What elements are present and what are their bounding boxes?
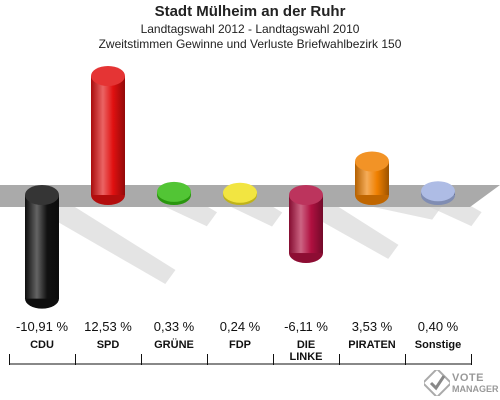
chart-subtitle: Landtagswahl 2012 - Landtagswahl 2010 [140,22,360,36]
vote-manager-logo: VOTE MANAGER [424,370,499,396]
bar-body [25,195,59,299]
bar-top-cap [421,181,455,202]
category-label: DIE [297,339,315,351]
value-label: -10,91 % [16,319,68,334]
value-label: -6,11 % [284,319,328,334]
bar-top-cap [91,65,125,86]
category-label: PIRATEN [348,339,396,351]
vote-check-icon [424,370,450,396]
bar-top-cap [25,185,59,205]
chart-subtitle-2: Zweitstimmen Gewinne und Verluste Briefw… [98,37,402,51]
category-label: SPD [97,339,120,351]
chart-title: Stadt Mülheim an der Ruhr [154,3,346,20]
category-label: CDU [30,339,54,351]
bar-top-cap [355,151,389,172]
bar-shadow [25,197,176,285]
value-label: 0,24 % [220,319,261,334]
bar-top-cap [157,181,191,202]
category-label: LINKE [290,351,323,363]
bar-body [91,75,125,195]
value-label: 12,53 % [84,319,132,334]
value-label: 0,33 % [154,319,195,334]
value-label: 3,53 % [352,319,393,334]
bar-top-cap [289,185,323,205]
logo-text-manager: MANAGER [452,384,499,394]
logo-text-vote: VOTE [452,372,484,384]
category-label: FDP [229,339,251,351]
category-label: Sonstige [415,339,461,351]
value-label: 0,40 % [418,319,459,334]
category-label: GRÜNE [154,338,194,351]
bar-top-cap [223,182,257,203]
